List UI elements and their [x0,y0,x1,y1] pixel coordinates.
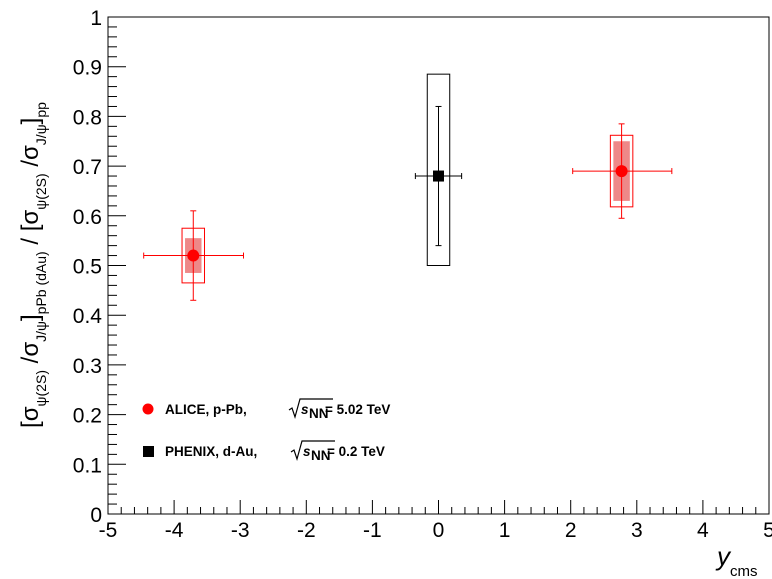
y-tick-label: 0.4 [73,305,103,328]
data-marks [143,73,673,301]
legend-sqrt-phenix: s NN [290,440,335,463]
y-axis-title: [σψ(2S) /σJ/ψ]pPb (dAu) / [σψ(2S) /σJ/ψ]… [17,102,49,428]
x-tick-label: -2 [297,519,316,542]
x-tick-label: -5 [99,519,118,542]
y-axis-tick-labels: 0 0.1 0.2 0.3 0.4 0.5 0.6 0.7 0.8 0.9 1 [73,7,103,527]
y-tick-label: 0.1 [73,454,102,477]
legend-sqrt-nn-phenix: NN [311,448,331,463]
x-axis-ticks [107,500,770,514]
x-tick-label: 3 [631,519,643,542]
y-axis-ticks [108,16,126,515]
alice-point [615,165,628,178]
x-tick-label: 1 [499,519,511,542]
legend-label-phenix: PHENIX, d-Au, [165,444,257,459]
y-tick-label: 0.2 [73,405,102,428]
y-tick-label: 0.9 [73,57,102,80]
legend-sqrt-sign-alice [288,398,333,420]
legend-marker-alice [142,403,154,415]
y-tick-label: 0 [90,504,102,527]
x-tick-label: -1 [363,519,382,542]
y-tick-label: 1 [90,7,102,30]
x-tick-label: 0 [433,519,445,542]
x-tick-label: 5 [763,519,772,542]
legend-sqrt-s-alice: s [301,402,309,417]
y-tick-label: 0.5 [73,256,102,279]
legend-sqrt-nn-alice: NN [309,406,329,421]
y-tick-label: 0.8 [73,106,102,129]
legend: ALICE, p-Pb, s NN = 5.02 TeV PHENIX, d-A… [142,398,390,463]
legend-marker-phenix [143,446,154,457]
legend-label-alice: ALICE, p-Pb, [165,402,247,417]
x-tick-label: 2 [565,519,577,542]
legend-sqrt-sign-phenix [290,440,335,462]
x-tick-label: -4 [165,519,184,542]
alice-point [187,249,200,262]
legend-sqrt-s-phenix: s [303,444,311,459]
y-tick-label: 0.3 [73,355,102,378]
y-tick-label: 0.6 [73,206,102,229]
y-tick-label: 0.7 [73,156,102,179]
phenix-point [433,170,444,182]
x-tick-label: -3 [231,519,250,542]
x-tick-label: 4 [697,519,709,542]
x-axis-tick-labels: -5 -4 -3 -2 -1 0 1 2 3 4 5 [99,519,772,542]
legend-energy-phenix: = 0.2 TeV [327,444,385,459]
phenix-syst-box [426,73,451,266]
x-axis-title: ycms [715,541,758,579]
legend-sqrt-alice: s NN [288,398,333,421]
legend-energy-alice: = 5.02 TeV [325,402,390,417]
